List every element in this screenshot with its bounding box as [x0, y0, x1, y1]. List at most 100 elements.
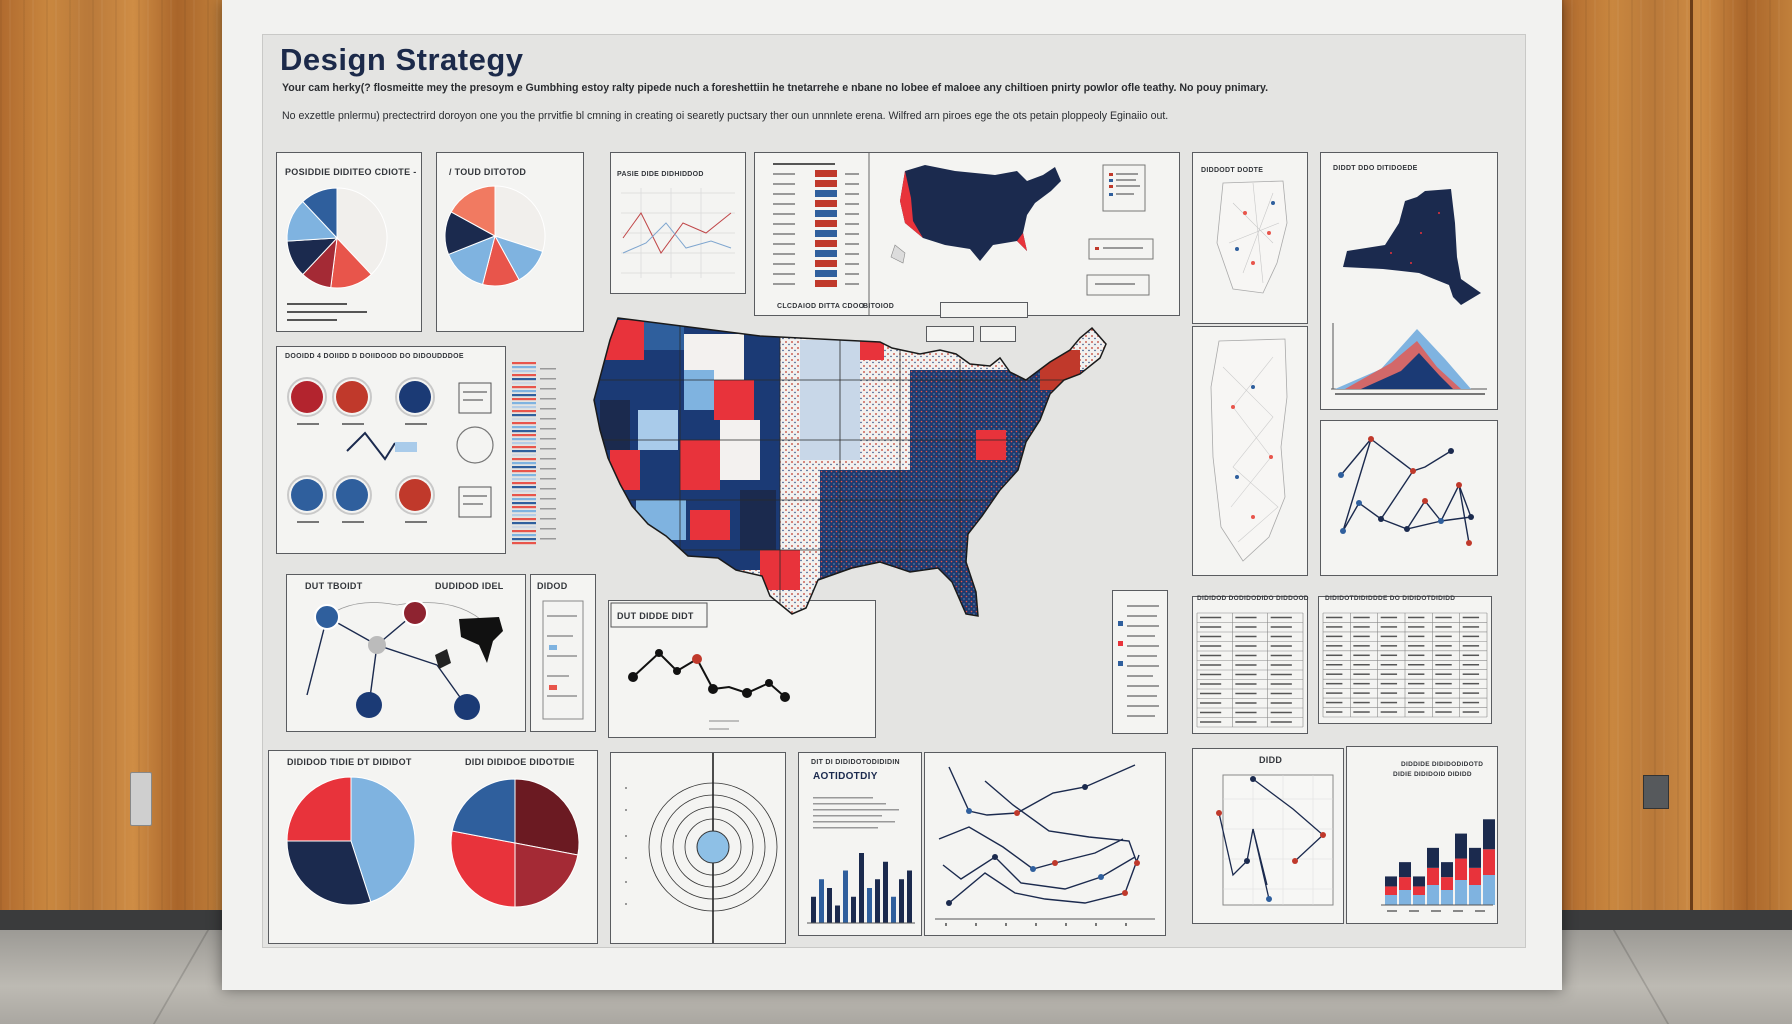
text-line — [813, 803, 886, 805]
stripe — [512, 470, 536, 473]
stripes-chart — [512, 362, 556, 545]
text-line — [813, 821, 895, 823]
panel-table-right: DIDIDOTDIDIDDDE DO DIDIDOTDIDIDD — [1318, 595, 1492, 724]
bar-value — [845, 173, 859, 175]
table-cell — [1353, 626, 1370, 628]
pies-bottom-chart — [286, 776, 580, 908]
bar — [811, 896, 816, 923]
stripe — [512, 526, 536, 529]
table-cell — [1235, 654, 1257, 657]
pie-slice — [286, 840, 372, 906]
stripe-label — [540, 418, 556, 420]
stripe-label — [540, 478, 556, 480]
table-cell — [1353, 616, 1370, 619]
text-line — [813, 809, 899, 811]
legend-tag — [980, 326, 1016, 342]
line-chart-top — [621, 188, 735, 278]
bar-segment — [1469, 867, 1481, 885]
table-cell — [1270, 645, 1292, 647]
stripe — [512, 450, 536, 453]
bar — [875, 879, 880, 923]
table-cell — [1380, 701, 1398, 704]
stripe-label — [540, 378, 556, 380]
bar — [835, 905, 840, 923]
table-cell — [1408, 626, 1425, 628]
bar-segment — [1469, 847, 1481, 868]
table-cell — [1462, 626, 1480, 628]
bar-chart-bottom — [807, 797, 915, 924]
table-cell — [1326, 626, 1343, 628]
stripe-label — [540, 538, 556, 540]
bar — [815, 270, 837, 277]
bar — [867, 888, 872, 923]
table-cell — [1380, 664, 1398, 666]
table-cell — [1270, 683, 1292, 685]
wall-outlet-plate — [1643, 775, 1669, 809]
stripe — [512, 502, 536, 505]
pie-slice — [450, 830, 516, 908]
bar-segment — [1455, 833, 1467, 859]
bar-value — [845, 273, 859, 275]
table-cell — [1435, 645, 1452, 647]
bar-label — [773, 233, 795, 235]
stripe — [512, 510, 536, 513]
pie-chart-2 — [444, 185, 546, 287]
bar — [827, 888, 832, 923]
tick-label — [1475, 910, 1485, 912]
color-stripes-column — [510, 362, 558, 548]
panel-scatter-bottom: DIDD — [1192, 748, 1344, 924]
bar — [815, 220, 837, 227]
panel-scatter-map: DIDDODT DODTE — [1192, 152, 1308, 324]
table-cell — [1408, 616, 1425, 619]
table-cell — [1200, 664, 1222, 666]
panel-network-right: DIDOD — [530, 574, 596, 732]
stripe-label — [540, 468, 556, 470]
pie-slice — [514, 778, 580, 856]
stripe — [512, 494, 536, 497]
stripe — [512, 418, 536, 421]
bar-segment — [1385, 886, 1397, 895]
panel-title: DIT DI DIDIDOTODIDIDIN — [811, 759, 900, 766]
panel-network-right-2 — [1320, 420, 1498, 576]
panel-title: DOOIDD 4 DOIIDD D DOIIDOOD DO DIDOUDDDOE — [285, 353, 464, 360]
bar — [815, 280, 837, 287]
panel-title: DIDI DIDIDOE DIDOTDIE — [465, 757, 575, 767]
bar-label — [773, 253, 795, 255]
stripe-label — [540, 398, 556, 400]
panel-title: DIDIE DIDIDOID DIDIDD — [1393, 771, 1472, 778]
bar — [883, 861, 888, 923]
table-cell — [1408, 701, 1425, 704]
stripe — [512, 442, 536, 445]
stripe — [512, 394, 536, 397]
stripe — [512, 378, 536, 381]
table-cell — [1435, 711, 1452, 713]
panel-stacked-bars: DIDDIDE DIDIDODIDOTD DIDIE DIDIDOID DIDI… — [1346, 746, 1509, 924]
bar — [815, 190, 837, 197]
panel-title: AOTIDOTDIY — [813, 771, 878, 782]
stripe-label — [540, 498, 556, 500]
bar-segment — [1413, 895, 1425, 905]
table-cell — [1235, 692, 1257, 695]
table-cell — [1462, 673, 1480, 675]
table-cell — [1353, 682, 1370, 685]
table-cell — [1462, 635, 1480, 638]
table-cell — [1200, 692, 1222, 695]
stripe — [512, 522, 536, 525]
table-cell — [1353, 673, 1370, 675]
panel-small-line: DUT DIDDE DIDT — [608, 600, 876, 738]
table-cell — [1380, 635, 1398, 638]
wood-wall-right — [1562, 0, 1792, 915]
panel-pie-left: POSIDDIE DIDITEO CDIOTE - — [276, 152, 422, 332]
table-cell — [1353, 711, 1370, 713]
panel-title: DIDIDOTDIDIDDDE DO DIDIDOTDIDIDD — [1325, 595, 1456, 602]
legend-tag — [940, 302, 1028, 318]
table-cell — [1408, 645, 1425, 647]
bar-segment — [1385, 876, 1397, 887]
us-map-svg — [593, 317, 1107, 617]
stripe — [512, 434, 536, 437]
table-cell — [1353, 692, 1370, 694]
panel-footer-label: CLCDAIOD DITTA CDOO — [777, 303, 865, 310]
text-line — [813, 815, 882, 817]
bar — [819, 879, 824, 923]
table-cell — [1270, 711, 1292, 714]
